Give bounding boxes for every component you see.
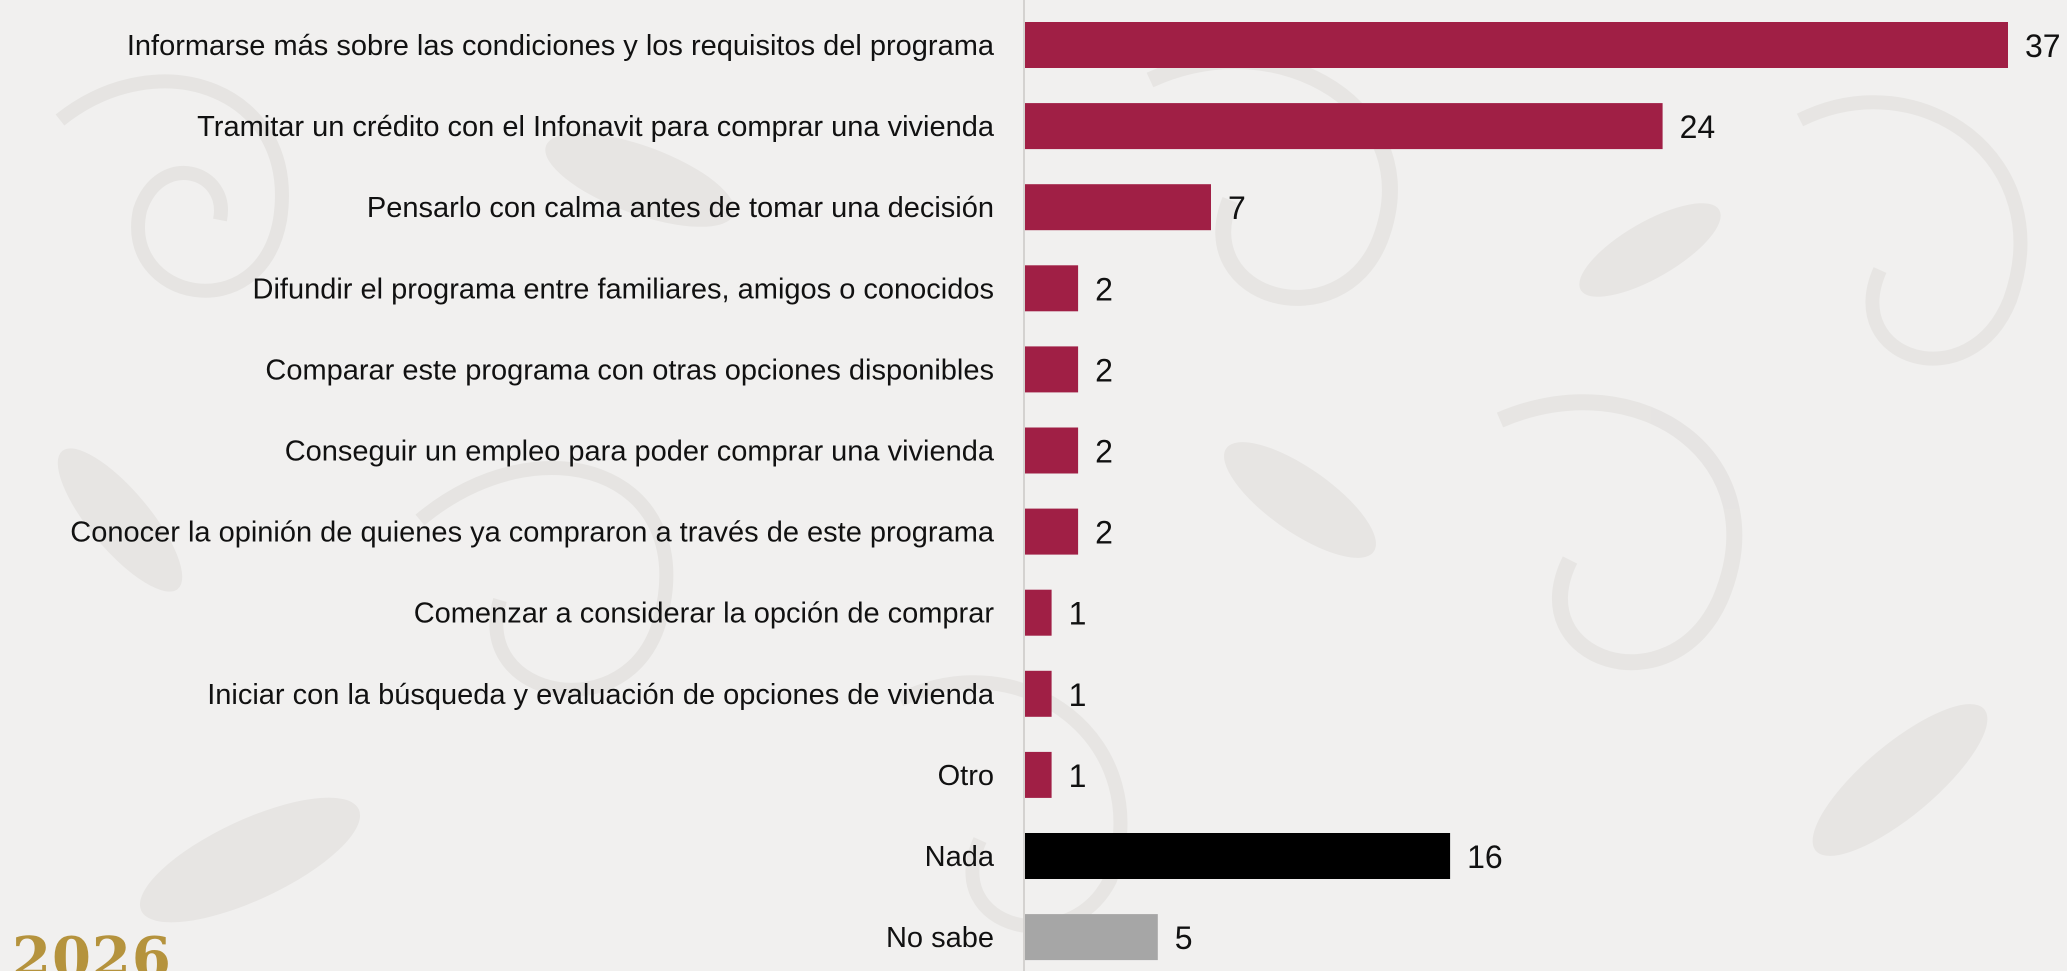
bar-7 bbox=[1025, 508, 1079, 555]
category-label-10: Otro bbox=[938, 760, 994, 792]
category-label-8: Comenzar a considerar la opción de compr… bbox=[414, 598, 995, 630]
bar-11 bbox=[1025, 833, 1451, 879]
value-label-6: 2 bbox=[1095, 434, 1113, 470]
bar-3 bbox=[1025, 184, 1211, 231]
category-label-5: Comparar este programa con otras opcione… bbox=[265, 354, 994, 386]
bar-10 bbox=[1025, 751, 1052, 798]
bar-4 bbox=[1025, 265, 1079, 312]
year-logo: 2026 bbox=[12, 925, 172, 971]
bar-5 bbox=[1025, 346, 1079, 393]
value-label-12: 5 bbox=[1175, 920, 1193, 956]
category-label-11: Nada bbox=[925, 841, 995, 873]
value-label-5: 2 bbox=[1095, 352, 1113, 388]
category-label-4: Difundir el programa entre familiares, a… bbox=[253, 273, 994, 305]
bar-2 bbox=[1025, 103, 1663, 150]
category-label-6: Conseguir un empleo para poder comprar u… bbox=[285, 436, 995, 468]
value-label-4: 2 bbox=[1095, 271, 1113, 307]
value-label-2: 24 bbox=[1680, 109, 1716, 145]
category-labels-group: Informarse más sobre las condiciones y l… bbox=[70, 30, 995, 954]
value-label-1: 37 bbox=[2025, 28, 2061, 64]
category-label-12: No sabe bbox=[886, 922, 994, 954]
value-label-3: 7 bbox=[1228, 190, 1246, 226]
bars-group bbox=[1025, 22, 2008, 961]
category-label-7: Conocer la opinión de quienes ya comprar… bbox=[70, 517, 995, 549]
value-label-9: 1 bbox=[1069, 677, 1087, 713]
bar-6 bbox=[1025, 427, 1079, 474]
value-label-7: 2 bbox=[1095, 515, 1113, 551]
bar-9 bbox=[1025, 670, 1052, 717]
bar-8 bbox=[1025, 589, 1052, 636]
category-label-3: Pensarlo con calma antes de tomar una de… bbox=[367, 192, 994, 224]
value-label-11: 16 bbox=[1467, 839, 1503, 875]
category-label-9: Iniciar con la búsqueda y evaluación de … bbox=[207, 679, 995, 711]
value-label-8: 1 bbox=[1069, 596, 1087, 632]
value-label-10: 1 bbox=[1069, 758, 1087, 794]
category-label-2: Tramitar un crédito con el Infonavit par… bbox=[197, 111, 995, 143]
bar-12 bbox=[1025, 914, 1158, 961]
bar-1 bbox=[1025, 22, 2008, 68]
value-labels-group: 37 24 7 2 2 2 2 1 1 1 16 5 bbox=[1069, 28, 2061, 956]
category-label-1: Informarse más sobre las condiciones y l… bbox=[127, 30, 995, 62]
